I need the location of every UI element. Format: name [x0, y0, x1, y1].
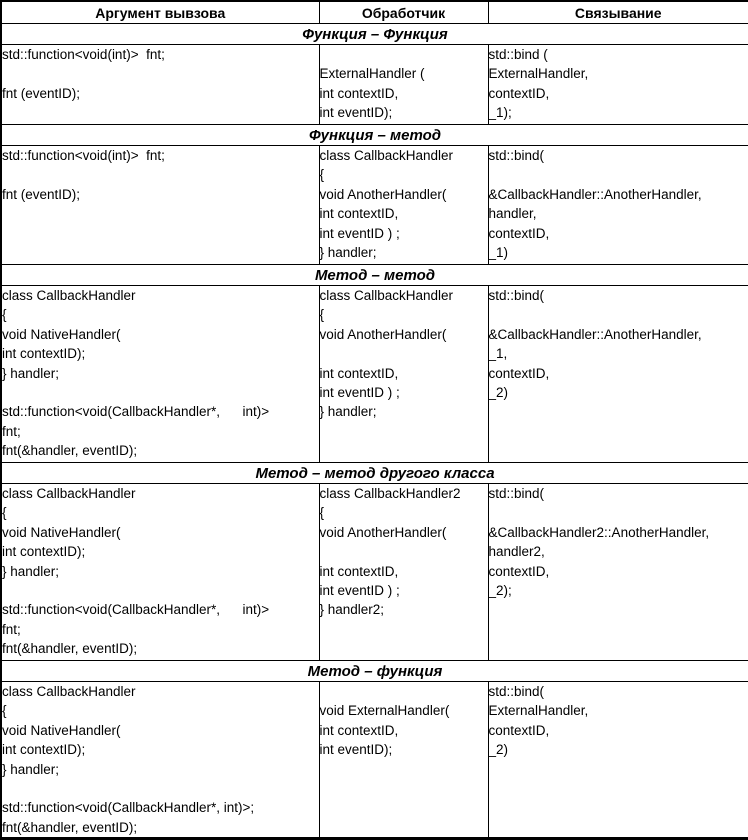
code-row: class CallbackHandler { void NativeHandl… — [0, 285, 748, 463]
section-title-method-method: Метод – метод — [0, 264, 748, 286]
cell-call-argument: class CallbackHandler { void NativeHandl… — [0, 483, 320, 661]
code-row: std::function<void(int)> fnt; fnt (event… — [0, 44, 748, 125]
cell-handler: ExternalHandler ( int contextID, int eve… — [318, 44, 489, 125]
code-row: std::function<void(int)> fnt; fnt (event… — [0, 145, 748, 265]
code-row: class CallbackHandler { void NativeHandl… — [0, 680, 748, 840]
cell-handler: void ExternalHandler( int contextID, int… — [318, 680, 489, 840]
section-header-row: Функция – метод — [0, 124, 748, 146]
section-title-method-other-class: Метод – метод другого класса — [0, 462, 748, 484]
cell-binding: std::bind( ExternalHandler, contextID, _… — [487, 680, 748, 840]
cell-binding: std::bind( &CallbackHandler2::AnotherHan… — [487, 483, 748, 661]
section-title-function-method: Функция – метод — [0, 124, 748, 146]
cell-call-argument: class CallbackHandler { void NativeHandl… — [0, 680, 320, 840]
section-header-row: Метод – метод другого класса — [0, 462, 748, 484]
cell-call-argument: std::function<void(int)> fnt; fnt (event… — [0, 145, 320, 265]
section-header-row: Метод – функция — [0, 660, 748, 682]
cell-call-argument: std::function<void(int)> fnt; fnt (event… — [0, 44, 320, 125]
table-header-row: Аргумент вывзова Обработчик Связывание — [0, 0, 748, 24]
cell-binding: std::bind ( ExternalHandler, contextID, … — [487, 44, 748, 125]
column-header-binding: Связывание — [487, 0, 748, 24]
cell-handler: class CallbackHandler { void AnotherHand… — [318, 285, 489, 463]
cell-binding: std::bind( &CallbackHandler::AnotherHand… — [487, 285, 748, 463]
cell-binding: std::bind( &CallbackHandler::AnotherHand… — [487, 145, 748, 265]
section-title-function-function: Функция – Функция — [0, 23, 748, 45]
cell-handler: class CallbackHandler { void AnotherHand… — [318, 145, 489, 265]
column-header-handler: Обработчик — [318, 0, 489, 24]
section-header-row: Функция – Функция — [0, 23, 748, 45]
section-header-row: Метод – метод — [0, 264, 748, 286]
cell-handler: class CallbackHandler2 { void AnotherHan… — [318, 483, 489, 661]
code-row: class CallbackHandler { void NativeHandl… — [0, 483, 748, 661]
column-header-call-argument: Аргумент вывзова — [0, 0, 320, 24]
cell-call-argument: class CallbackHandler { void NativeHandl… — [0, 285, 320, 463]
section-title-method-function: Метод – функция — [0, 660, 748, 682]
